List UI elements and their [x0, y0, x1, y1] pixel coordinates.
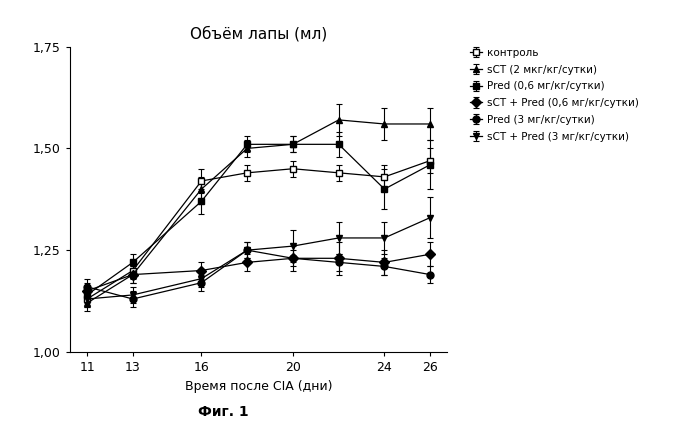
X-axis label: Время после CIA (дни): Время после CIA (дни)	[185, 379, 333, 393]
Text: Фиг. 1: Фиг. 1	[199, 404, 249, 418]
Title: Объём лапы (мл): Объём лапы (мл)	[190, 25, 327, 41]
Legend: контроль, sCT (2 мкг/кг/сутки), Pred (0,6 мг/кг/сутки), sCT + Pred (0,6 мг/кг/су: контроль, sCT (2 мкг/кг/сутки), Pred (0,…	[468, 46, 642, 144]
